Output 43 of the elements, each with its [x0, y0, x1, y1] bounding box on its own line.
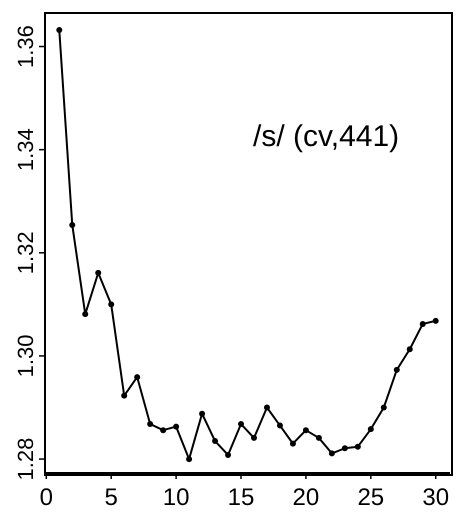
point: [328, 450, 335, 456]
point: [134, 374, 140, 380]
point: [420, 320, 426, 327]
point: [69, 222, 76, 228]
annotation: /s/ (cv,441): [253, 120, 400, 154]
point: [354, 444, 361, 450]
point: [342, 445, 348, 452]
x-tick-label: 10: [162, 484, 190, 511]
x-tick-label: 25: [357, 484, 384, 511]
x-tick-label: 20: [292, 484, 320, 511]
point: [380, 404, 387, 411]
x-tick-label: 0: [40, 484, 53, 511]
point: [160, 427, 166, 434]
point: [290, 440, 296, 447]
point: [406, 346, 413, 352]
point: [108, 301, 114, 308]
point: [238, 421, 244, 428]
point: [95, 270, 102, 276]
y-tick-label: 1.32: [13, 231, 38, 274]
y-tick-label: 1.34: [13, 128, 38, 172]
y-tick-label: 1.30: [13, 334, 38, 378]
point: [56, 27, 62, 34]
point: [264, 404, 270, 411]
x-tick-label: 15: [228, 484, 254, 511]
y-tick-label: 1.28: [13, 438, 38, 480]
x-tick-label: 5: [104, 484, 118, 511]
point: [394, 366, 400, 373]
point: [186, 456, 192, 462]
point: [212, 438, 218, 444]
point: [173, 424, 180, 430]
point: [302, 427, 309, 434]
point: [432, 318, 439, 324]
point: [368, 426, 374, 432]
y-tick-label: 1.36: [13, 25, 38, 68]
point: [316, 434, 322, 441]
point: [250, 434, 257, 441]
point: [199, 410, 206, 417]
x-tick-label: 30: [422, 484, 450, 511]
point: [82, 311, 88, 318]
point: [276, 422, 283, 429]
point: [121, 392, 128, 399]
point: [147, 421, 154, 428]
point: [225, 452, 232, 458]
